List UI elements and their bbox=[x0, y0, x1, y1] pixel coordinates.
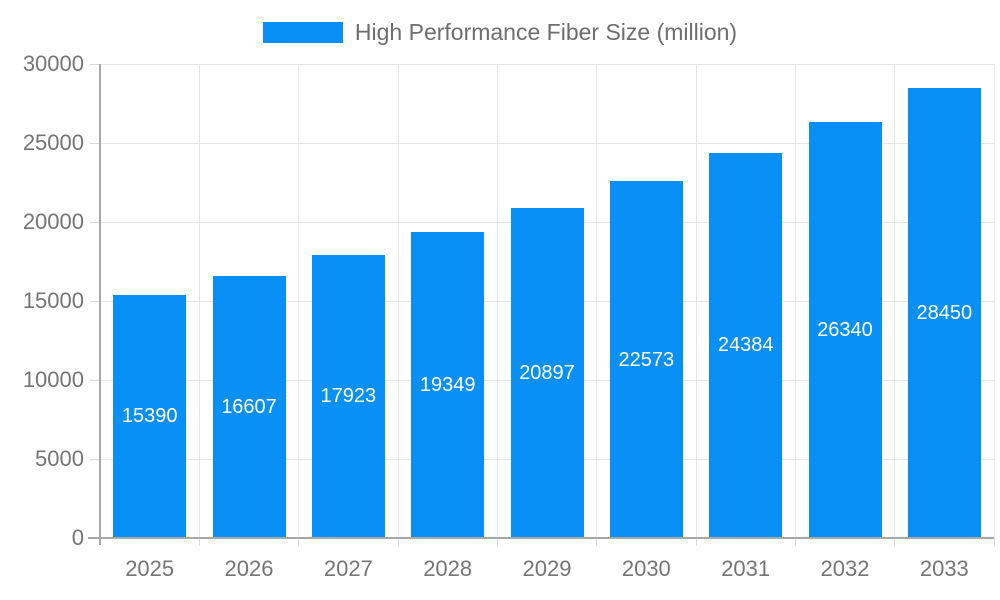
plot-area: 0 5000 10000 15000 20000 25000 30000 15390 2025 1… bbox=[23, 53, 995, 581]
x-tick-label: 2033 bbox=[919, 556, 969, 581]
gridline-vertical bbox=[794, 64, 796, 538]
bar bbox=[113, 294, 187, 538]
x-axis-tick bbox=[298, 538, 300, 546]
y-axis-tick bbox=[90, 221, 100, 223]
gridline-vertical bbox=[298, 64, 300, 538]
x-tick-label: 2025 bbox=[125, 556, 175, 581]
bar-value-label: 24384 bbox=[717, 334, 774, 357]
bar-value-label: 20897 bbox=[519, 361, 575, 384]
x-axis-tick bbox=[894, 538, 896, 546]
x-axis-tick bbox=[397, 538, 399, 546]
x-tick-label: 2030 bbox=[621, 556, 671, 581]
y-tick-label: 25000 bbox=[22, 130, 84, 155]
y-axis-tick bbox=[90, 142, 100, 144]
x-tick-label: 2029 bbox=[522, 556, 572, 581]
bar-value-label: 15390 bbox=[121, 405, 178, 428]
y-axis-line bbox=[99, 64, 101, 545]
bar bbox=[212, 275, 286, 538]
bar-value-label: 28450 bbox=[916, 302, 973, 325]
x-tick-label: 2031 bbox=[721, 556, 771, 581]
bar-value-label: 17923 bbox=[320, 385, 377, 408]
gridline-horizontal bbox=[100, 142, 994, 144]
bar bbox=[808, 121, 882, 538]
y-tick-label: 0 bbox=[71, 525, 84, 550]
bar-value-label: 22573 bbox=[618, 348, 675, 371]
x-tick-label: 2026 bbox=[224, 556, 274, 581]
bar bbox=[411, 232, 485, 538]
gridline-vertical bbox=[993, 64, 995, 538]
y-axis-tick bbox=[90, 300, 100, 302]
gridline-vertical bbox=[894, 64, 896, 538]
gridline-vertical bbox=[198, 64, 200, 538]
gridline-vertical bbox=[695, 64, 697, 538]
x-axis-tick bbox=[695, 538, 697, 546]
y-axis-tick bbox=[90, 63, 100, 65]
x-tick-label: 2028 bbox=[423, 556, 473, 581]
y-tick-label: 5000 bbox=[35, 446, 84, 471]
legend-swatch bbox=[262, 21, 343, 43]
bar bbox=[311, 254, 385, 538]
x-axis-tick bbox=[794, 538, 796, 546]
bar-value-label: 19349 bbox=[419, 374, 476, 397]
y-tick-label: 10000 bbox=[22, 367, 84, 392]
x-axis-tick bbox=[496, 538, 498, 546]
x-axis-line bbox=[88, 537, 994, 539]
bar bbox=[510, 207, 584, 538]
y-tick-label: 15000 bbox=[22, 288, 84, 313]
y-axis-tick bbox=[90, 458, 100, 460]
gridline-vertical bbox=[496, 64, 498, 538]
legend-label: High Performance Fiber Size (million) bbox=[354, 19, 738, 45]
y-axis-tick bbox=[90, 379, 100, 381]
legend: High Performance Fiber Size (million) bbox=[0, 19, 1000, 45]
bar-value-label: 26340 bbox=[817, 318, 873, 341]
bar bbox=[907, 88, 981, 538]
y-tick-label: 20000 bbox=[22, 209, 84, 234]
gridline-vertical bbox=[596, 64, 598, 538]
bar bbox=[609, 181, 683, 538]
x-tick-label: 2032 bbox=[820, 556, 870, 581]
x-axis-tick bbox=[198, 538, 200, 546]
y-tick-label: 30000 bbox=[22, 51, 84, 76]
bar-value-label: 16607 bbox=[221, 395, 277, 418]
gridline-horizontal bbox=[100, 63, 994, 65]
bar bbox=[709, 152, 783, 538]
gridline-vertical bbox=[397, 64, 399, 538]
x-axis-tick bbox=[596, 538, 598, 546]
x-tick-label: 2027 bbox=[323, 556, 373, 581]
x-axis-tick bbox=[993, 538, 995, 546]
